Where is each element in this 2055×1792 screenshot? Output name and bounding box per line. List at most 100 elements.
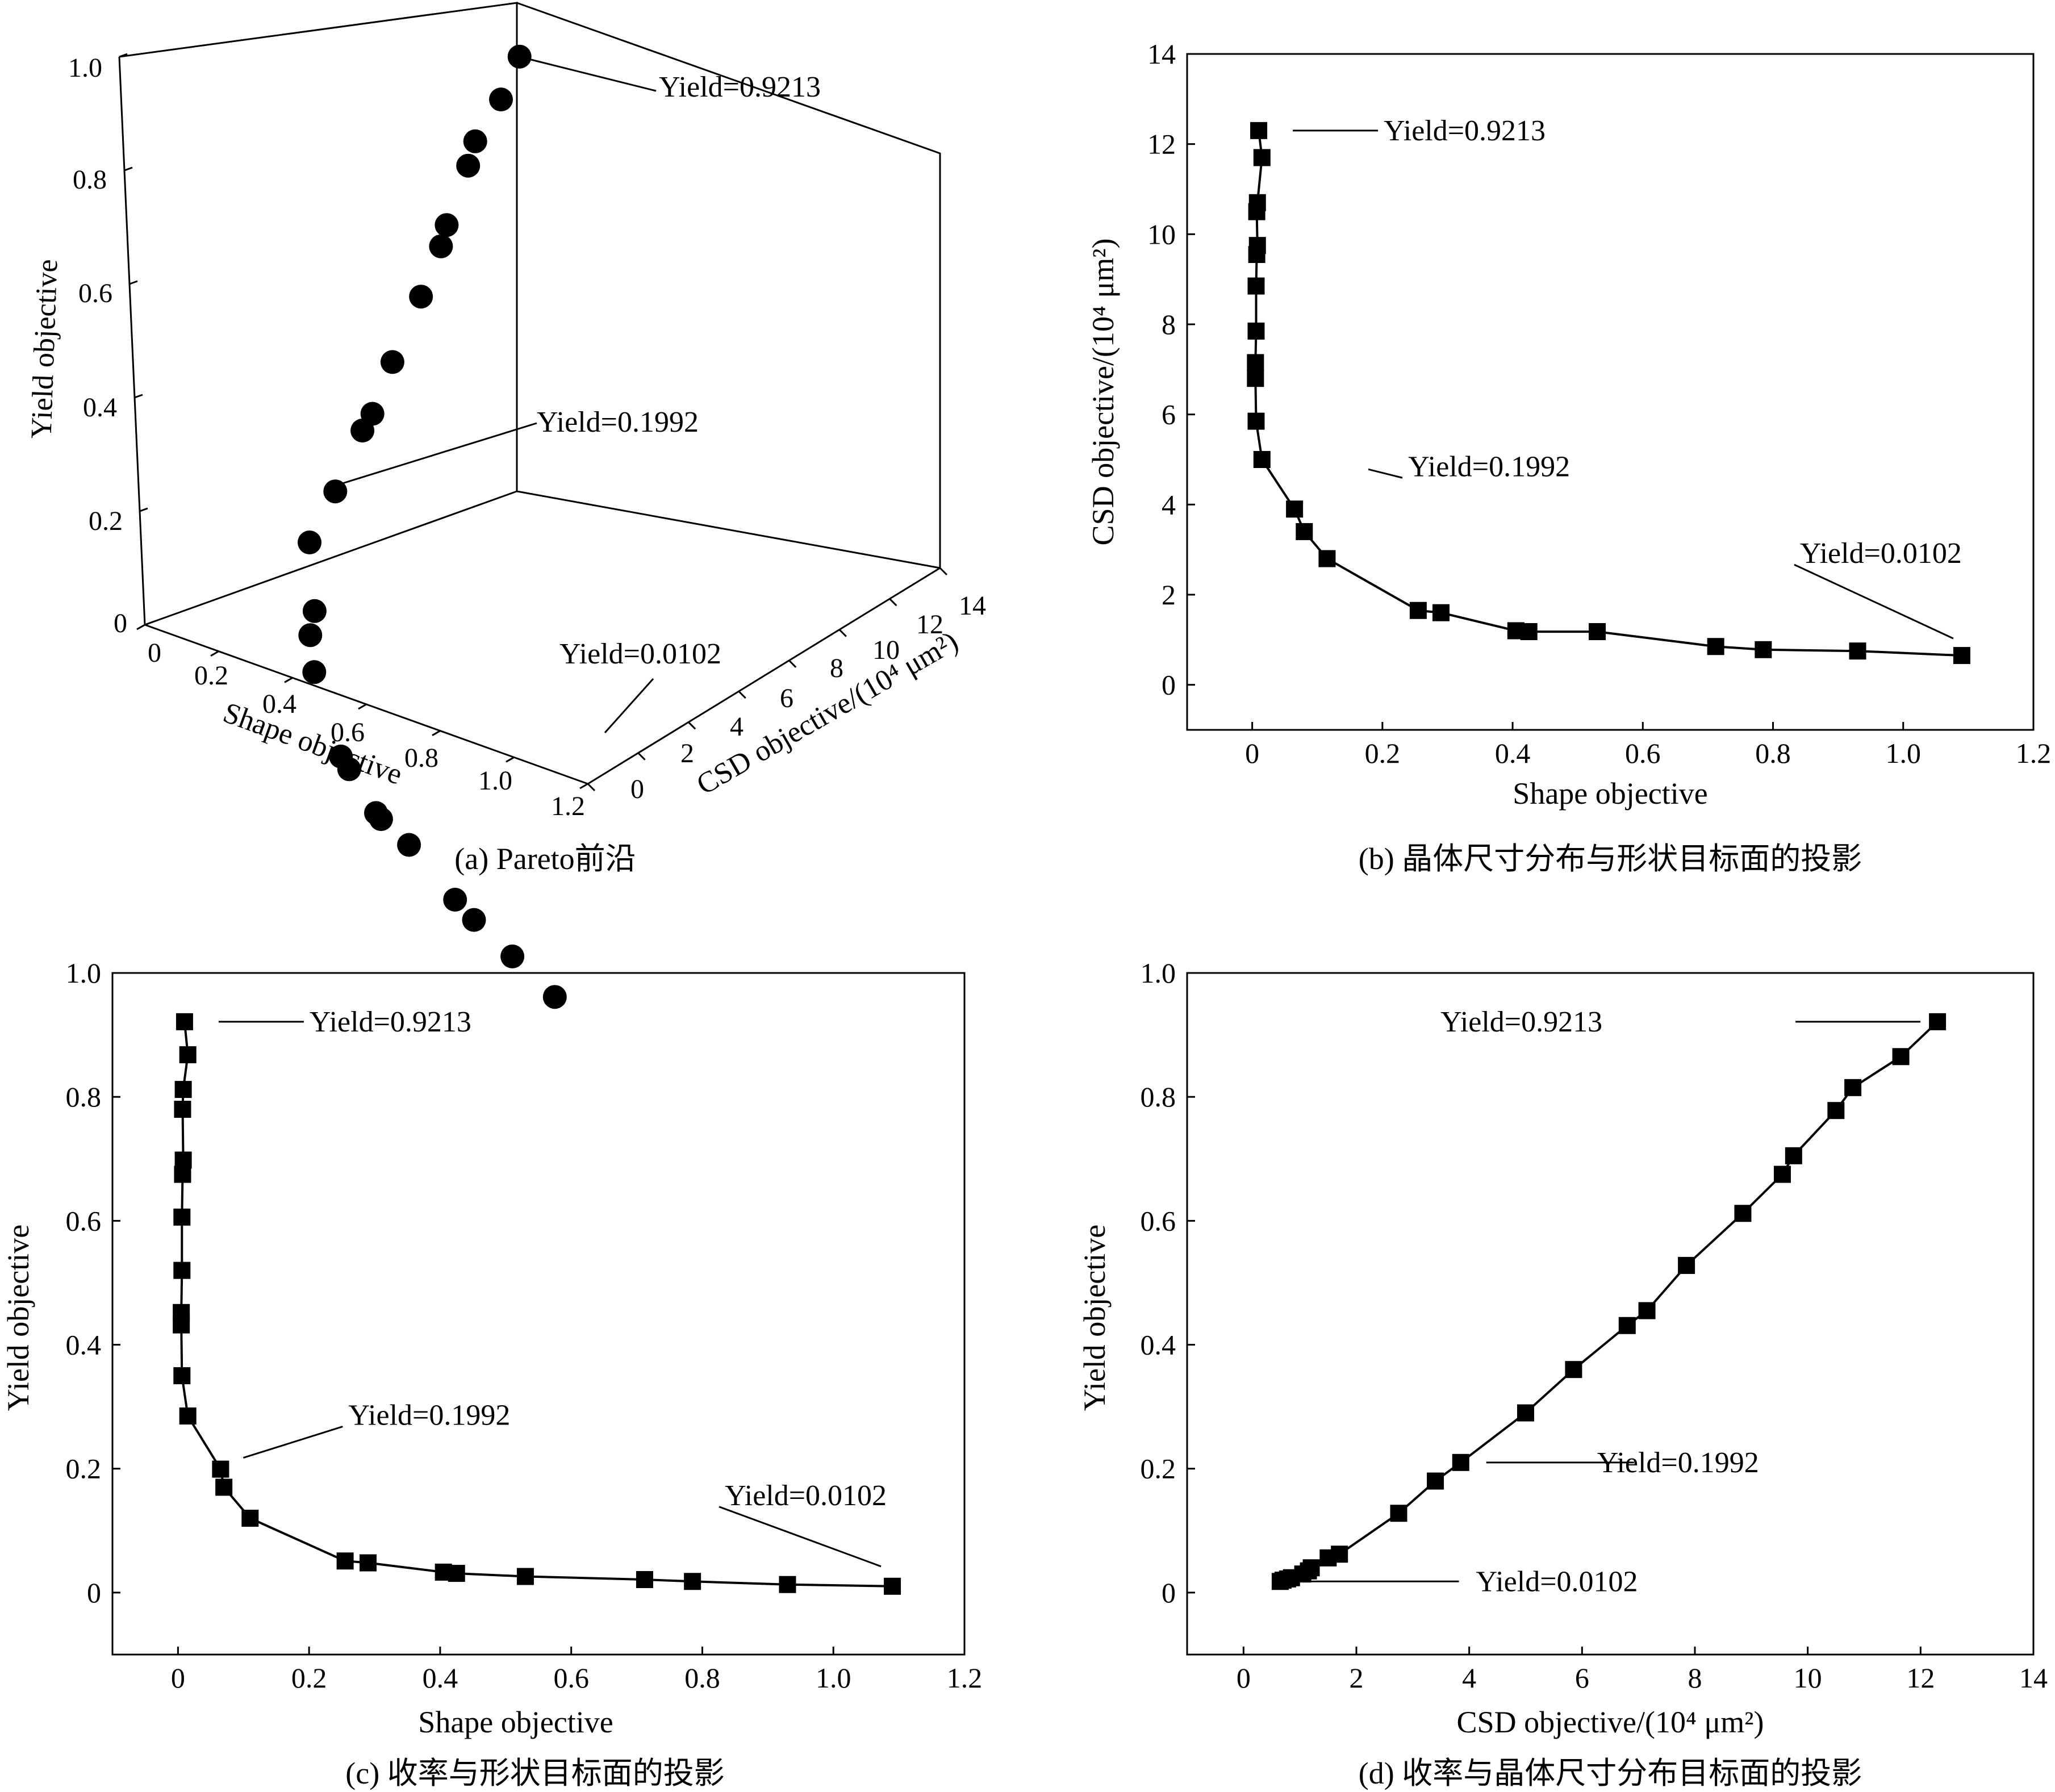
y-tick-mark — [838, 629, 847, 637]
chart-b-csd-vs-shape: 0 0.2 0.4 0.6 0.8 1.0 1.2 0 2 4 6 8 10 12 14 Yield=0.… — [1086, 38, 2051, 876]
y-tick-mark — [939, 567, 948, 576]
chart-a-xtick-label: 0.6 — [331, 717, 365, 747]
data-point — [298, 531, 321, 554]
z-tick-mark — [139, 507, 148, 512]
x-tick-label: 0 — [1245, 737, 1259, 769]
y-tick-mark — [889, 598, 897, 607]
data-marker — [174, 1081, 192, 1098]
chart-d-ylabel: Yield objective — [1077, 1225, 1112, 1411]
y-tick-label: 6 — [1162, 399, 1176, 431]
data-marker — [684, 1573, 701, 1590]
chart-c-annotations: Yield=0.9213 Yield=0.1992 Yield=0.0102 — [218, 1006, 887, 1568]
y-tick-label: 0.2 — [66, 1453, 102, 1485]
annotation-label: Yield=0.0102 — [1800, 537, 1962, 570]
y-tick-label: 0 — [1162, 1577, 1176, 1609]
z-tick-mark — [134, 394, 143, 399]
x-tick-label: 0.2 — [1365, 737, 1401, 769]
y-tick-mark — [688, 721, 696, 730]
data-point — [302, 599, 327, 623]
data-marker — [1253, 149, 1271, 166]
data-marker — [1589, 623, 1606, 641]
data-point — [489, 87, 513, 112]
y-tick-label: 0.4 — [1141, 1329, 1176, 1361]
annotation-label: Yield=0.1992 — [348, 1400, 510, 1432]
y-tick-mark — [587, 783, 596, 792]
data-marker — [1849, 642, 1866, 660]
chart-d-xticks: 0 2 4 6 8 10 12 14 — [1237, 1647, 2048, 1694]
chart-c-markers — [173, 1013, 901, 1595]
data-point — [337, 757, 361, 782]
chart-a-ztick-label: 0 — [114, 608, 127, 638]
chart-b-plot-frame — [1186, 53, 2035, 731]
data-marker — [179, 1407, 197, 1425]
x-tick-label: 0.6 — [553, 1662, 589, 1694]
chart-c-xticks: 0 0.2 0.4 0.6 0.8 1.0 1.2 — [171, 1647, 982, 1694]
chart-a-frame-left — [118, 56, 146, 625]
x-tick-mark — [284, 677, 293, 683]
y-tick-label: 0.2 — [1141, 1453, 1176, 1485]
x-tick-label: 4 — [1462, 1662, 1476, 1694]
data-marker — [1253, 451, 1271, 468]
data-marker — [1734, 1205, 1752, 1222]
data-marker — [1618, 1317, 1636, 1334]
y-tick-label: 1.0 — [1141, 957, 1176, 989]
annotation-label: Yield=0.0102 — [1476, 1565, 1638, 1598]
annotation-leader — [1794, 563, 1954, 640]
y-tick-label: 14 — [1147, 38, 1176, 70]
data-marker — [336, 1552, 354, 1570]
chart-a-caption: (a) Pareto前沿 — [454, 842, 636, 876]
data-point — [302, 660, 327, 684]
data-point — [397, 833, 421, 857]
chart-d-yticks: 0 0.2 0.4 0.6 0.8 1.0 — [1141, 957, 1195, 1609]
chart-d-xlabel: CSD objective/(10⁴ μm²) — [1457, 1705, 1764, 1739]
data-marker — [1250, 122, 1268, 139]
data-marker — [173, 1316, 190, 1334]
data-marker — [884, 1577, 901, 1595]
chart-a-ztick-label: 1.0 — [68, 53, 102, 83]
chart-a-annotation: Yield=0.1992 — [537, 406, 699, 438]
x-tick-label: 0.6 — [1625, 737, 1661, 769]
chart-a-pareto-front: 1.0 0.8 0.6 0.4 0.2 0 Yield objective 0 … — [26, 2, 986, 1009]
chart-a-xlabel: Shape objective — [219, 696, 407, 791]
y-tick-label: 0.6 — [66, 1205, 102, 1237]
annotation-label: Yield=0.0102 — [725, 1480, 887, 1512]
chart-a-annotation: Yield=0.0102 — [559, 638, 721, 670]
data-point — [298, 623, 323, 648]
data-marker — [360, 1554, 377, 1572]
data-marker — [1755, 641, 1772, 658]
chart-b-series-line — [1254, 130, 1962, 657]
y-tick-label: 0.8 — [66, 1081, 102, 1113]
data-marker — [1452, 1453, 1469, 1471]
x-tick-mark — [136, 624, 145, 630]
y-tick-label: 0.8 — [1141, 1081, 1176, 1113]
chart-b-annotations: Yield=0.9213 Yield=0.1992 Yield=0.0102 — [1293, 115, 1962, 640]
chart-c-caption: (c) 收率与形状目标面的投影 — [345, 1756, 724, 1790]
y-tick-label: 1.0 — [66, 957, 102, 989]
data-marker — [1678, 1256, 1695, 1274]
chart-a-xtick-label: 0.8 — [404, 743, 438, 773]
y-tick-label: 4 — [1162, 488, 1176, 520]
annotation-leader — [1368, 468, 1403, 479]
data-marker — [1247, 322, 1265, 340]
data-point — [435, 213, 459, 237]
x-tick-mark — [432, 730, 441, 736]
data-marker — [1271, 1573, 1289, 1590]
data-point — [429, 234, 453, 258]
data-marker — [212, 1460, 229, 1478]
annotation-label: Yield=0.1992 — [1597, 1447, 1759, 1479]
chart-a-ztick-label: 0.4 — [83, 392, 117, 423]
x-tick-mark — [506, 757, 515, 763]
data-marker — [1248, 203, 1265, 220]
x-tick-label: 6 — [1575, 1662, 1589, 1694]
data-marker — [1247, 412, 1265, 430]
data-marker — [1520, 623, 1538, 641]
chart-a-ytick-label: 4 — [730, 712, 744, 742]
annotation-leader — [719, 1506, 882, 1568]
chart-c-ylabel: Yield objective — [1, 1225, 35, 1411]
data-point — [323, 479, 348, 504]
chart-a-ytick-label: 12 — [916, 609, 943, 640]
data-marker — [179, 1046, 197, 1063]
annotation-label: Yield=0.9213 — [310, 1006, 471, 1038]
data-marker — [1517, 1404, 1534, 1422]
chart-c-plot-frame — [111, 972, 966, 1656]
